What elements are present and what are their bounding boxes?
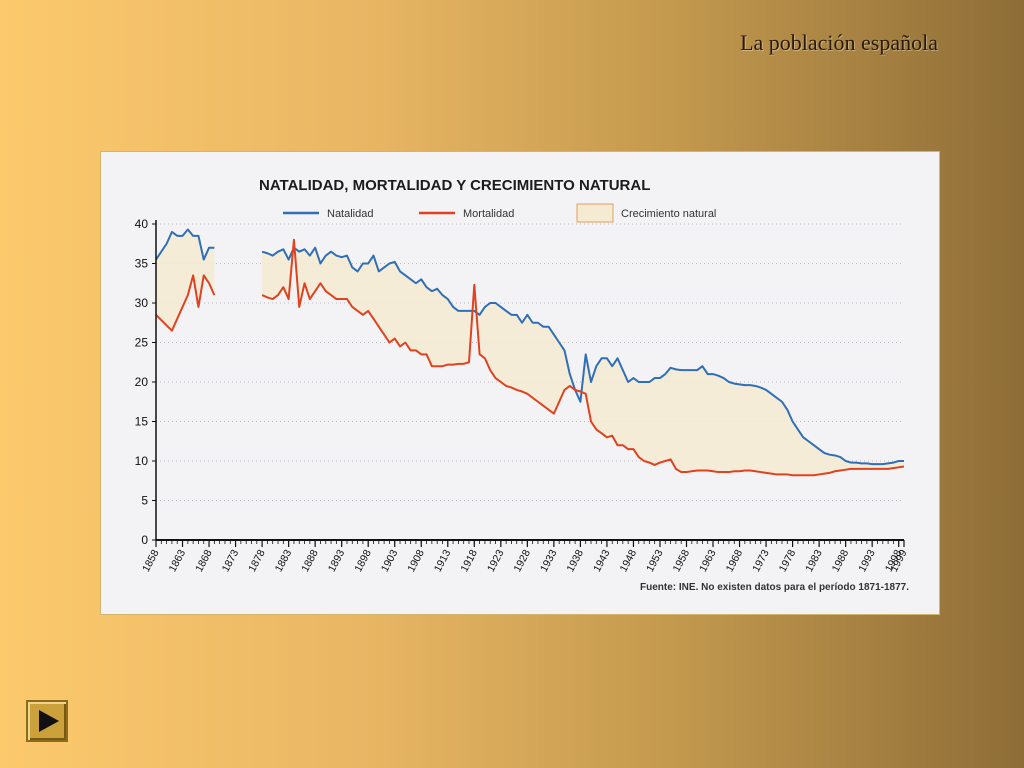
crecimiento-area-segment-0 [156,229,215,331]
x-tick-label-1908: 1908 [405,548,427,574]
y-tick-label-40: 40 [135,217,149,231]
legend-mortalidad-label: Mortalidad [463,208,514,220]
chart-svg: NATALIDAD, MORTALIDAD Y CRECIMIENTO NATU… [135,177,910,593]
series-line-mortalidad-1 [261,238,905,477]
chart-source-note: Fuente: INE. No existen datos para el pe… [640,582,909,593]
y-tick-label-20: 20 [135,375,149,389]
y-tick-label-25: 25 [135,336,149,350]
x-tick-label-1873: 1873 [220,548,242,574]
x-tick-label-1858: 1858 [140,548,162,574]
crecimiento-natural-area [156,229,904,476]
x-tick-label-1958: 1958 [671,548,693,574]
x-tick-label-1893: 1893 [326,548,348,574]
x-tick-label-1943: 1943 [591,548,613,574]
chart-frame: NATALIDAD, MORTALIDAD Y CRECIMIENTO NATU… [100,151,940,615]
x-tick-label-1983: 1983 [803,548,825,574]
x-tick-label-1898: 1898 [352,548,374,574]
series-line-natalidad-0 [155,228,215,261]
x-tick-label-1913: 1913 [432,548,454,574]
chart-axes [155,220,904,541]
x-tick-label-1923: 1923 [485,548,507,574]
x-tick-label-1948: 1948 [618,548,640,574]
play-icon [39,710,59,732]
x-tick-label-1863: 1863 [167,548,189,574]
x-tick-label-1883: 1883 [273,548,295,574]
y-tick-label-30: 30 [135,296,149,310]
x-axis-ticks: 1858 1863 1868 1873 1878 1883 1888 1893 1898 1903… [140,540,910,574]
legend-crecimiento-swatch [576,203,614,223]
legend: Natalidad Mortalidad Crecimiento natural [283,203,716,223]
next-slide-button[interactable] [26,700,68,742]
chart-title: NATALIDAD, MORTALIDAD Y CRECIMIENTO NATU… [259,177,650,194]
y-tick-label-10: 10 [135,454,149,468]
x-tick-label-1993: 1993 [856,548,878,574]
crecimiento-area-segment-1 [262,239,904,476]
slide-title: La población española [740,30,938,55]
y-tick-label-5: 5 [141,494,148,508]
series-lines [155,228,905,477]
y-tick-label-35: 35 [135,257,149,271]
y-tick-label-0: 0 [141,533,148,547]
series-line-natalidad-1 [261,246,904,466]
x-tick-label-1938: 1938 [564,548,586,574]
x-tick-label-1988: 1988 [830,548,852,574]
x-tick-label-1978: 1978 [777,548,799,574]
x-tick-label-1933: 1933 [538,548,560,574]
series-line-mortalidad-0 [155,274,216,332]
x-tick-label-1973: 1973 [750,548,772,574]
y-axis-ticks: 0 5 10 15 20 25 30 35 40 [135,217,156,547]
x-tick-label-1968: 1968 [724,548,746,574]
x-tick-label-1953: 1953 [644,548,666,574]
x-tick-label-1888: 1888 [299,548,321,574]
legend-crecimiento-label: Crecimiento natural [621,208,716,220]
x-tick-label-1918: 1918 [458,548,480,574]
legend-natalidad-label: Natalidad [327,208,373,220]
x-tick-label-1868: 1868 [193,548,215,574]
x-tick-label-1878: 1878 [246,548,268,574]
x-tick-label-1963: 1963 [697,548,719,574]
y-tick-label-15: 15 [135,415,149,429]
x-tick-label-1903: 1903 [379,548,401,574]
x-tick-label-1928: 1928 [511,548,533,574]
